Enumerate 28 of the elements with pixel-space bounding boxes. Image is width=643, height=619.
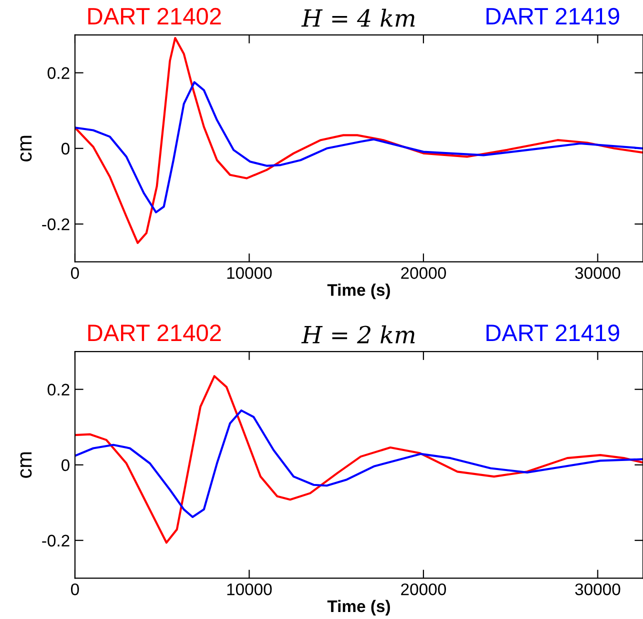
line-series [74, 409, 643, 518]
y-axis-title: cm [20, 136, 32, 162]
x-tick-label: 10000 [227, 583, 272, 596]
y-axis-title: cm [20, 452, 32, 478]
series-label: DART 21402 [88, 324, 221, 342]
x-tick-label: 0 [70, 267, 79, 279]
y-tick-label: -0.2 [42, 218, 70, 230]
x-tick-label: 30000 [575, 583, 620, 596]
y-tick-label: 0 [61, 142, 70, 155]
line-series [74, 375, 643, 544]
x-tick-label: 20000 [401, 583, 446, 596]
y-tick-label: 0.2 [48, 67, 70, 79]
text: DART 21419 [486, 324, 620, 342]
y-tick-label: 0 [61, 459, 70, 472]
series-label: DART 21402 [88, 8, 221, 25]
x-tick-label: 30000 [575, 267, 620, 279]
y-tick-label: 0.2 [48, 384, 70, 396]
chart-title: H = 4 km [301, 8, 415, 27]
text: DART 21419 [486, 8, 620, 25]
line-series [74, 36, 643, 244]
x-tick-label: 0 [70, 583, 79, 596]
y-tick-label: -0.2 [42, 534, 70, 547]
x-tick-label: 20000 [401, 267, 446, 279]
x-axis-title: Time (s) [327, 284, 390, 300]
line-series [74, 81, 643, 214]
chart-title: H = 2 km [301, 325, 415, 344]
x-axis-title: Time (s) [327, 600, 390, 616]
x-tick-label: 10000 [227, 267, 272, 279]
